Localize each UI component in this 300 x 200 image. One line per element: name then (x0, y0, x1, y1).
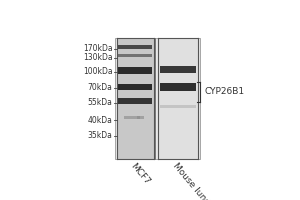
Bar (160, 66, 196, 73)
Bar (118, 54, 152, 57)
Text: MCF7: MCF7 (128, 161, 151, 186)
Bar (118, 84, 152, 90)
Bar (115, 38, 200, 159)
Bar (116, 38, 154, 159)
Text: CYP26B1: CYP26B1 (205, 87, 245, 96)
Bar (118, 45, 152, 49)
Text: 100kDa: 100kDa (83, 67, 113, 76)
Bar (124, 116, 140, 119)
Bar (160, 105, 196, 108)
Bar (158, 38, 198, 159)
Text: 170kDa: 170kDa (83, 44, 113, 53)
Bar (160, 83, 196, 91)
Text: 40kDa: 40kDa (88, 116, 113, 125)
Text: Mouse lung: Mouse lung (171, 161, 211, 200)
Bar (118, 98, 152, 104)
Text: 35kDa: 35kDa (88, 131, 113, 140)
Text: 55kDa: 55kDa (88, 98, 113, 107)
Text: 130kDa: 130kDa (83, 53, 113, 62)
Text: 70kDa: 70kDa (88, 83, 113, 92)
Bar (118, 67, 152, 74)
Bar (137, 116, 144, 119)
